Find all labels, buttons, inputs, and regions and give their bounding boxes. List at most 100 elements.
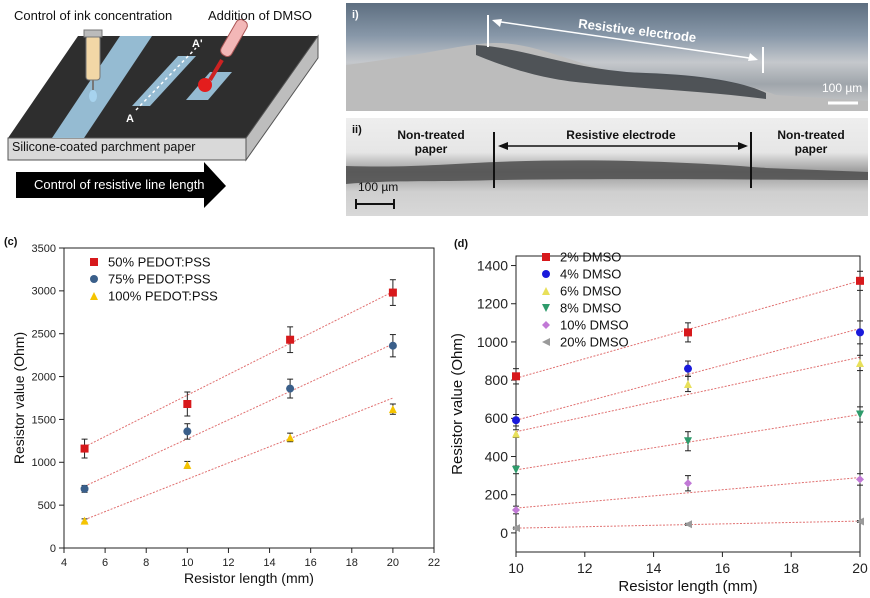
fit-line xyxy=(515,477,861,509)
y-axis-label: Resistor value (Ohm) xyxy=(11,332,27,464)
data-point xyxy=(388,288,397,297)
legend-marker xyxy=(90,275,98,283)
data-point xyxy=(856,410,864,419)
data-point xyxy=(512,505,520,514)
fit-line xyxy=(515,356,861,433)
y-axis-label: Resistor value (Ohm) xyxy=(449,333,466,475)
data-point xyxy=(286,384,295,393)
data-point xyxy=(512,416,520,425)
micrograph-top: i) Resistive electrode 100 µm xyxy=(346,3,868,111)
legend-marker xyxy=(542,287,550,295)
y-tick-label: 2500 xyxy=(32,329,56,341)
legend-label: 6% DMSO xyxy=(560,284,621,299)
data-point xyxy=(684,364,692,373)
legend-marker xyxy=(542,253,550,261)
data-point xyxy=(183,460,192,469)
point-a-prime-label: A' xyxy=(192,38,203,50)
data-point xyxy=(684,328,692,337)
data-point xyxy=(286,433,295,442)
data-point xyxy=(80,444,89,453)
legend-label: 20% DMSO xyxy=(560,335,629,350)
series-4 xyxy=(512,473,864,515)
y-tick-label: 0 xyxy=(500,525,508,541)
chart-d: 10 12 14 16 18 200200400600800100012001400Res… xyxy=(449,250,868,595)
plot-frame xyxy=(515,255,861,553)
chart-c: 4 6 8 10 12 14 16 18 20 22 0 500 1000 1500 2000 2500 300… xyxy=(11,243,440,586)
micrograph-i-panel-label: i) xyxy=(352,9,359,21)
legend-label: 10% DMSO xyxy=(560,318,629,333)
data-point xyxy=(856,475,864,484)
x-tick-label: 4 xyxy=(61,557,67,569)
legend-label: 8% DMSO xyxy=(560,301,621,316)
legend-label: 4% DMSO xyxy=(560,267,621,282)
data-point xyxy=(80,516,89,525)
y-tick-label: 2000 xyxy=(32,371,56,383)
legend-label: 75% PEDOT:PSS xyxy=(108,272,211,287)
y-tick-label: 1400 xyxy=(477,257,508,273)
fit-line xyxy=(84,343,394,487)
data-point xyxy=(388,341,397,350)
series-5 xyxy=(512,517,864,533)
chart-d-panel-label: (d) xyxy=(454,238,469,250)
y-tick-label: 3000 xyxy=(32,286,56,298)
data-point xyxy=(512,524,520,533)
x-tick-label: 20 xyxy=(852,560,868,576)
x-tick-label: 6 xyxy=(102,557,108,569)
legend-marker xyxy=(542,270,550,278)
legend-marker xyxy=(542,338,550,346)
data-point xyxy=(183,427,192,436)
data-point xyxy=(856,517,864,526)
y-tick-label: 1000 xyxy=(32,457,56,469)
dmso-addition-label: Addition of DMSO xyxy=(208,8,313,23)
data-point xyxy=(80,484,89,493)
series-0 xyxy=(80,279,397,459)
fit-line xyxy=(84,397,394,521)
micrograph-bottom: ii) Non-treated paper Resistive electrod… xyxy=(346,118,868,216)
data-point xyxy=(183,400,192,408)
x-tick-label: 18 xyxy=(346,557,358,569)
micrograph-ii-right-label: Non-treated paper xyxy=(777,128,845,156)
data-point xyxy=(856,276,864,285)
x-tick-label: 20 xyxy=(387,557,399,569)
data-point xyxy=(684,379,692,388)
plot-frame xyxy=(63,247,435,549)
y-tick-label: 400 xyxy=(485,448,509,464)
micrograph-i-scale-label: 100 µm xyxy=(822,81,863,95)
x-tick-label: 14 xyxy=(646,560,662,576)
micrograph-ii-scale-label: 100 µm xyxy=(358,180,399,194)
legend-label: 2% DMSO xyxy=(560,250,621,265)
x-tick-label: 12 xyxy=(577,560,593,576)
y-tick-label: 3500 xyxy=(32,243,56,255)
legend-label: 50% PEDOT:PSS xyxy=(108,255,211,270)
data-point xyxy=(512,372,520,381)
y-tick-label: 200 xyxy=(485,487,509,503)
x-tick-label: 18 xyxy=(783,560,799,576)
x-tick-label: 16 xyxy=(715,560,731,576)
series-2 xyxy=(512,354,864,438)
legend-marker xyxy=(542,304,550,312)
y-tick-label: 0 xyxy=(50,543,56,555)
micrograph-ii-panel-label: ii) xyxy=(352,124,362,136)
y-tick-label: 1500 xyxy=(32,414,56,426)
x-tick-label: 10 xyxy=(181,557,193,569)
data-point xyxy=(684,437,692,446)
x-tick-label: 14 xyxy=(263,557,275,569)
data-point xyxy=(684,479,692,488)
y-tick-label: 1200 xyxy=(477,296,508,312)
micrograph-ii-center-label: Resistive electrode xyxy=(566,128,676,142)
legend-marker xyxy=(542,321,550,329)
y-tick-label: 600 xyxy=(485,410,509,426)
schematic-drawing xyxy=(7,19,319,208)
y-tick-label: 500 xyxy=(38,500,56,512)
data-point xyxy=(388,405,397,414)
schematic-figure: Control of ink concentration Addition of… xyxy=(0,0,340,210)
x-axis-label: Resistor length (mm) xyxy=(184,570,314,586)
x-tick-label: 8 xyxy=(143,557,149,569)
legend-marker xyxy=(90,258,98,266)
x-tick-label: 12 xyxy=(222,557,234,569)
x-tick-label: 16 xyxy=(305,557,317,569)
y-tick-label: 800 xyxy=(485,372,509,388)
point-a-label: A xyxy=(126,113,134,125)
x-axis-label: Resistor length (mm) xyxy=(618,578,757,595)
series-1 xyxy=(80,334,397,493)
